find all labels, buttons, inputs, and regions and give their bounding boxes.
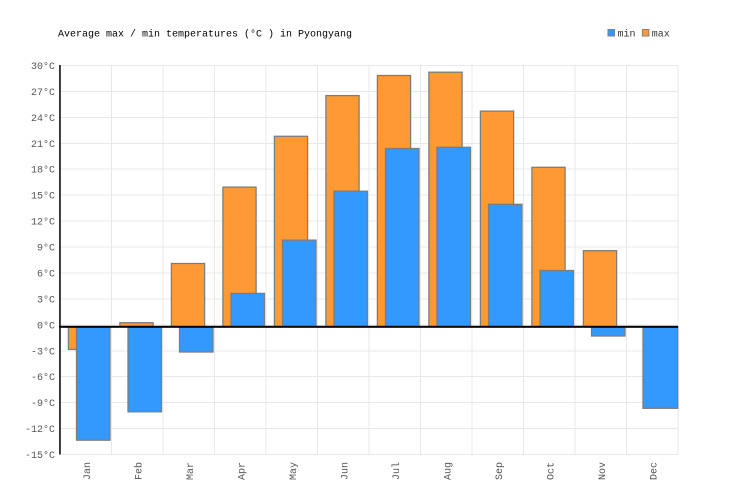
svg-text:-3°C: -3°C xyxy=(31,346,55,358)
svg-text:15°C: 15°C xyxy=(31,191,55,203)
svg-text:21°C: 21°C xyxy=(31,139,55,151)
svg-text:24°C: 24°C xyxy=(31,113,55,125)
svg-text:Jun: Jun xyxy=(340,462,351,480)
svg-text:Apr: Apr xyxy=(237,462,248,480)
svg-text:May: May xyxy=(289,462,300,480)
svg-text:Feb: Feb xyxy=(133,462,145,480)
svg-text:-9°C: -9°C xyxy=(31,398,55,410)
svg-text:Mar: Mar xyxy=(186,462,197,480)
svg-text:Sep: Sep xyxy=(495,462,506,480)
svg-text:-12°C: -12°C xyxy=(25,424,55,436)
svg-text:18°C: 18°C xyxy=(31,165,55,177)
svg-text:27°C: 27°C xyxy=(31,87,55,99)
svg-text:0°C: 0°C xyxy=(37,320,55,332)
svg-text:Dec: Dec xyxy=(649,462,660,480)
svg-text:Jan: Jan xyxy=(83,462,94,480)
svg-text:Oct: Oct xyxy=(546,462,557,480)
svg-text:-6°C: -6°C xyxy=(31,372,55,384)
svg-text:-15°C: -15°C xyxy=(25,450,55,462)
svg-text:Average max / min temperatures: Average max / min temperatures (°C ) in … xyxy=(58,29,352,41)
svg-text:30°C: 30°C xyxy=(31,61,55,73)
svg-text:min: min xyxy=(618,29,636,41)
svg-text:Nov: Nov xyxy=(598,462,609,480)
svg-text:12°C: 12°C xyxy=(31,217,55,229)
svg-text:9°C: 9°C xyxy=(37,243,55,255)
svg-text:6°C: 6°C xyxy=(37,269,55,281)
svg-text:3°C: 3°C xyxy=(37,294,55,306)
svg-text:max: max xyxy=(652,30,670,41)
svg-text:Jul: Jul xyxy=(391,462,403,480)
svg-text:Aug: Aug xyxy=(443,462,454,480)
